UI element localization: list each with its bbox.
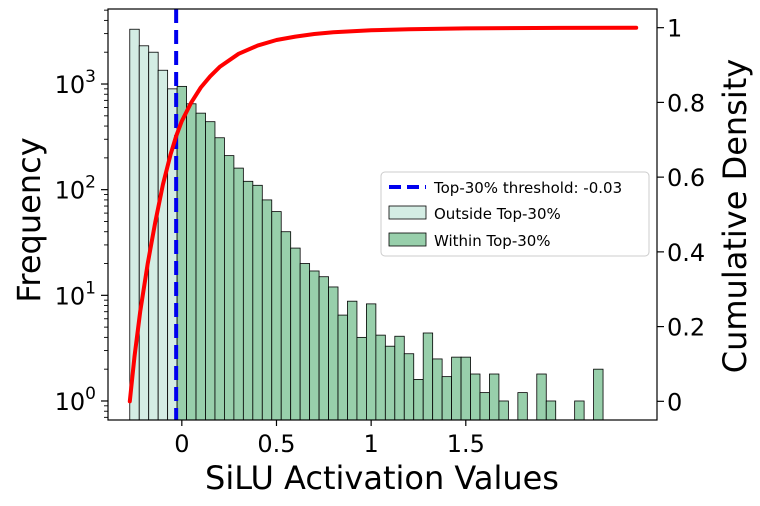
within-bar [451, 356, 462, 421]
y-axis-title: Frequency [10, 137, 48, 302]
within-bar [489, 373, 500, 421]
legend: Top-30% threshold: -0.03 Outside Top-30%… [380, 171, 650, 257]
within-bar [318, 276, 329, 421]
within-bar [252, 184, 263, 421]
within-bar [347, 300, 358, 421]
y2-axis-title: Cumulative Density [716, 59, 754, 373]
legend-box [380, 171, 650, 257]
x-axis-ticks: 0 0.5 1 1.5 [174, 420, 485, 458]
within-bar [186, 103, 197, 421]
within-bar [271, 211, 282, 421]
y2-tick-label: 1 [667, 15, 682, 43]
legend-within-swatch [388, 232, 427, 247]
within-bar [195, 112, 206, 421]
y2-tick-label: 0.4 [667, 239, 705, 267]
legend-outside-label: Outside Top-30% [434, 205, 561, 223]
within-bar [479, 392, 490, 421]
y2-axis-ticks: 0 0.2 0.4 0.6 0.8 1 [657, 15, 705, 416]
within-bar [242, 180, 254, 421]
cumulative-density-line [127, 25, 639, 404]
within-bar [413, 379, 424, 421]
plot-frame [107, 8, 658, 421]
within-bar [432, 358, 443, 421]
x-tick-label: 0.5 [257, 430, 295, 458]
legend-outside-swatch [388, 205, 427, 220]
within-bar [460, 356, 471, 421]
x-tick-label: 0 [174, 430, 189, 458]
y-tick-label: 103 [55, 67, 96, 99]
y-axis-ticks: 100 101 102 103 [55, 9, 108, 418]
x-tick-label: 1.5 [447, 430, 485, 458]
within-bar [337, 314, 348, 421]
within-bar [205, 121, 216, 421]
within-bar [366, 303, 377, 421]
within-bar [384, 345, 396, 421]
outside-bar [157, 69, 169, 421]
within-bar [574, 400, 585, 421]
within-bar [309, 270, 320, 421]
within-bar [214, 137, 225, 421]
within-bar [375, 334, 386, 421]
y-tick-label: 101 [55, 278, 96, 310]
x-tick-label: 1 [364, 430, 379, 458]
within-bar [356, 336, 367, 421]
y2-tick-label: 0.6 [667, 164, 705, 192]
within-bar [536, 373, 547, 421]
within-bar [403, 353, 415, 421]
within-bar [176, 85, 187, 421]
within-bar [290, 247, 301, 421]
within-bar [261, 199, 273, 421]
within-bar [224, 155, 235, 421]
within-bar [498, 400, 509, 421]
within-bar [545, 400, 557, 421]
within-bar [422, 332, 434, 421]
outside-bar [138, 45, 150, 421]
within-bar [280, 231, 292, 421]
within-bar [233, 167, 244, 421]
within-bar [470, 373, 481, 421]
y2-tick-label: 0.8 [667, 89, 705, 117]
within-bar [328, 286, 339, 421]
within-bar [394, 335, 405, 421]
within-bar [299, 263, 311, 421]
within-top30-bars [176, 85, 604, 421]
legend-within-label: Within Top-30% [434, 232, 551, 250]
within-bar [517, 392, 528, 421]
x-axis-title: SiLU Activation Values [205, 459, 559, 497]
within-bar [441, 376, 452, 421]
within-bar [593, 368, 604, 421]
y2-tick-label: 0 [667, 388, 682, 416]
legend-threshold-label: Top-30% threshold: -0.03 [433, 179, 622, 197]
y-tick-label: 102 [55, 173, 96, 205]
y2-tick-label: 0.2 [667, 314, 705, 342]
y-tick-label: 100 [55, 384, 96, 416]
